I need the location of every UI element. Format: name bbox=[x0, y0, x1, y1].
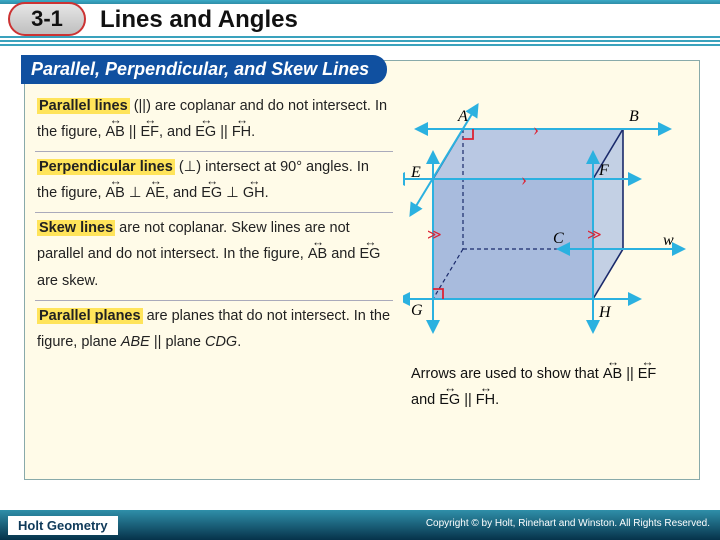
svg-text:E: E bbox=[410, 164, 421, 181]
line-GH: GH bbox=[243, 180, 265, 206]
svg-text:B: B bbox=[629, 108, 639, 125]
plane-CDG: CDG bbox=[205, 334, 237, 350]
svg-text:F: F bbox=[598, 162, 609, 179]
def-parallel-lines: Parallel lines (||) are coplanar and do … bbox=[35, 91, 393, 152]
text: , and bbox=[165, 185, 201, 201]
def-parallel-planes: Parallel planes are planes that do not i… bbox=[35, 301, 393, 361]
definitions-list: Parallel lines (||) are coplanar and do … bbox=[35, 91, 393, 361]
op: || bbox=[125, 124, 141, 140]
op: ⊥ bbox=[125, 185, 146, 201]
def-perpendicular-lines: Perpendicular lines (⊥) intersect at 90°… bbox=[35, 152, 393, 213]
slide: 3-1 Lines and Angles Parallel, Perpendic… bbox=[0, 0, 720, 510]
line-EG: EG bbox=[201, 180, 222, 206]
card-title: Parallel, Perpendicular, and Skew Lines bbox=[21, 55, 387, 84]
line-EG: EG bbox=[359, 241, 380, 267]
footer-copyright: Copyright © by Holt, Rinehart and Winsto… bbox=[426, 518, 710, 529]
svg-text:G: G bbox=[411, 302, 423, 319]
op: || bbox=[622, 366, 638, 382]
cube-figure: › › ≫ ≫ A B E F C G H w Arrows are used … bbox=[403, 99, 689, 459]
line-EF: EF bbox=[140, 119, 159, 145]
symbol: (⊥) bbox=[179, 159, 201, 175]
text: . bbox=[495, 392, 499, 408]
svg-text:›: › bbox=[533, 119, 539, 139]
line-EG: EG bbox=[195, 119, 216, 145]
header: 3-1 Lines and Angles bbox=[0, 0, 720, 48]
text: . bbox=[237, 334, 241, 350]
text: are skew. bbox=[37, 273, 98, 289]
footer: Holt Geometry Copyright © by Holt, Rineh… bbox=[0, 510, 720, 540]
op: || plane bbox=[150, 334, 205, 350]
line-EG: EG bbox=[439, 387, 460, 413]
svg-text:w: w bbox=[663, 232, 674, 249]
line-AB: AB bbox=[106, 180, 125, 206]
op: ⊥ bbox=[222, 185, 243, 201]
section-badge: 3-1 bbox=[8, 2, 86, 36]
cube-svg: › › ≫ ≫ A B E F C G H w bbox=[403, 99, 689, 359]
svg-text:C: C bbox=[553, 230, 564, 247]
term: Skew lines bbox=[37, 220, 115, 236]
line-AB: AB bbox=[106, 119, 125, 145]
line-FH: FH bbox=[232, 119, 251, 145]
text: and bbox=[411, 392, 439, 408]
line-AE: AE bbox=[146, 180, 165, 206]
svg-text:≫: ≫ bbox=[587, 228, 602, 243]
line-AB: AB bbox=[308, 241, 327, 267]
op: || bbox=[216, 124, 232, 140]
definition-card: Parallel, Perpendicular, and Skew Lines … bbox=[24, 60, 700, 480]
text: , and bbox=[159, 124, 195, 140]
svg-text:≫: ≫ bbox=[427, 228, 442, 243]
text: . bbox=[265, 185, 269, 201]
svg-text:›: › bbox=[521, 169, 527, 189]
figure-caption: Arrows are used to show that AB || EF an… bbox=[411, 361, 681, 413]
op: || bbox=[460, 392, 476, 408]
def-skew-lines: Skew lines are not coplanar. Skew lines … bbox=[35, 213, 393, 300]
header-stripes bbox=[0, 36, 720, 46]
svg-text:H: H bbox=[598, 304, 612, 321]
op: and bbox=[327, 246, 359, 262]
page-title: Lines and Angles bbox=[100, 6, 298, 34]
term: Parallel planes bbox=[37, 308, 143, 324]
footer-brand: Holt Geometry bbox=[8, 516, 118, 535]
line-FH: FH bbox=[476, 387, 495, 413]
svg-text:A: A bbox=[457, 108, 468, 125]
text: . bbox=[251, 124, 255, 140]
line-EF: EF bbox=[638, 361, 657, 387]
line-AB: AB bbox=[603, 361, 622, 387]
plane-ABE: ABE bbox=[121, 334, 150, 350]
